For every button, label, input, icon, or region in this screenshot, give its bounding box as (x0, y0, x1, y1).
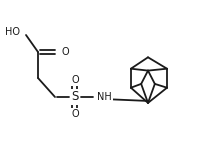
Text: HO: HO (5, 27, 20, 37)
Text: O: O (71, 109, 78, 119)
Text: O: O (62, 47, 69, 57)
Text: O: O (71, 75, 78, 85)
Text: S: S (71, 91, 78, 104)
Text: NH: NH (97, 92, 111, 102)
